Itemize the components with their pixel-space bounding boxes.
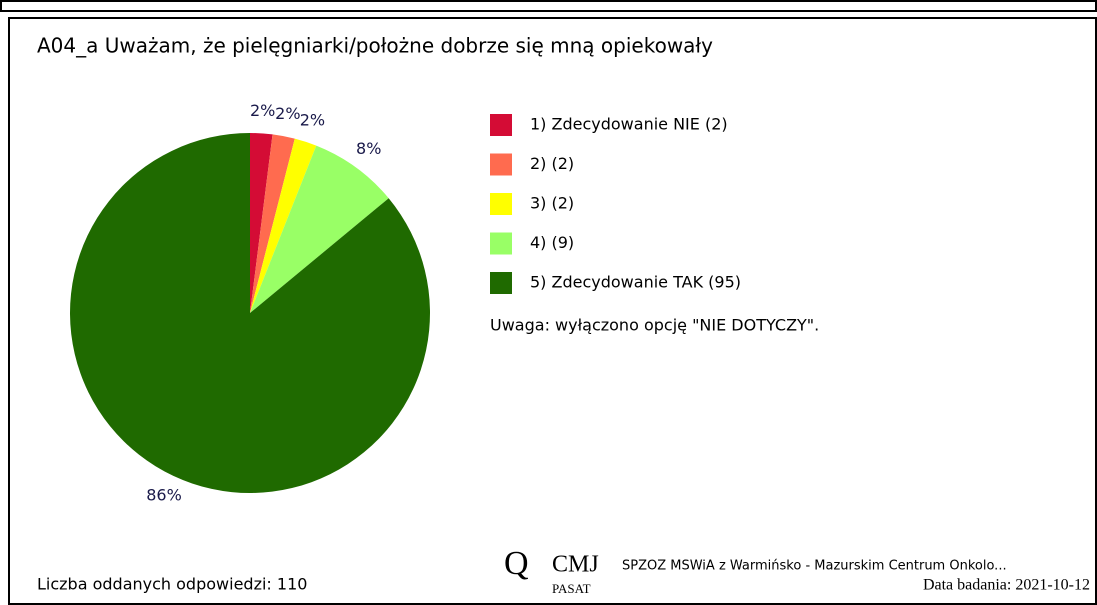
- legend-swatch: [490, 193, 512, 215]
- legend-swatch: [490, 114, 512, 136]
- legend-swatch: [490, 272, 512, 294]
- note: Uwaga: wyłączono opcję "NIE DOTYCZY".: [490, 316, 819, 335]
- pie-slice: [250, 133, 273, 313]
- legend-label: 2) (2): [530, 154, 574, 173]
- legend-swatch: [490, 153, 512, 176]
- legend-label: 4) (9): [530, 233, 574, 252]
- logo-mark: Q: [504, 545, 529, 582]
- pie-slice: [69, 133, 430, 494]
- slice-label: 2%: [275, 104, 300, 123]
- survey-date: Data badania: 2021-10-12: [923, 577, 1090, 594]
- legend-label: 1) Zdecydowanie NIE (2): [530, 115, 728, 134]
- legend-swatch: [490, 232, 512, 255]
- legend-label: 5) Zdecydowanie TAK (95): [530, 273, 741, 292]
- slice-label: 2%: [250, 101, 275, 120]
- slice-label: 8%: [356, 139, 381, 158]
- pie-slice: [250, 134, 295, 313]
- pie-slice: [250, 145, 389, 313]
- institution: SPZOZ MSWiA z Warmińsko - Mazurskim Cent…: [622, 559, 1007, 574]
- top-frame: [0, 0, 1097, 12]
- logo-main: CMJ: [552, 552, 599, 578]
- slice-label: 2%: [300, 110, 325, 129]
- legend-label: 3) (2): [530, 194, 574, 213]
- slice-label: 86%: [146, 485, 182, 504]
- responses: Liczba oddanych odpowiedzi: 110: [37, 575, 307, 594]
- chart-title: A04_a Uważam, że pielęgniarki/położne do…: [37, 34, 713, 58]
- logo-sub: PASAT: [552, 581, 591, 596]
- pie-slice: [250, 138, 317, 313]
